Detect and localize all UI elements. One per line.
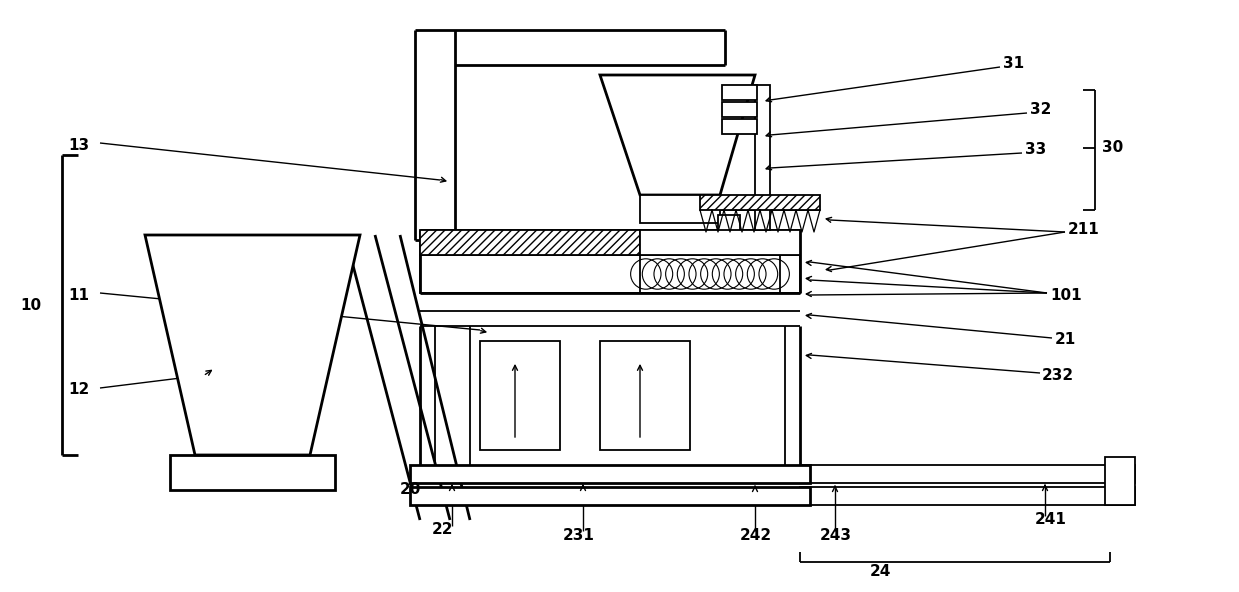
Bar [722, 119, 757, 134]
Text: 12: 12 [68, 382, 89, 397]
Bar [600, 341, 690, 450]
Bar [800, 465, 1135, 483]
Text: 33: 33 [1025, 143, 1046, 157]
Bar [420, 230, 641, 255]
Text: 231: 231 [563, 527, 595, 542]
Bar [722, 85, 757, 100]
Bar [722, 102, 757, 117]
Text: 22: 22 [432, 523, 453, 538]
Text: 101: 101 [1049, 288, 1082, 303]
Text: 31: 31 [1004, 56, 1025, 70]
Bar [800, 487, 1135, 505]
Text: 24: 24 [870, 565, 891, 580]
Bar [717, 215, 740, 233]
Bar [641, 230, 800, 255]
Text: 13: 13 [68, 137, 89, 153]
Text: 32: 32 [1030, 102, 1052, 117]
Bar [700, 195, 820, 210]
Bar [781, 255, 800, 293]
Text: 232: 232 [1042, 368, 1074, 382]
Bar [641, 195, 720, 223]
Bar [755, 85, 769, 230]
Bar [420, 255, 641, 293]
Text: 242: 242 [740, 527, 772, 542]
Bar [479, 341, 560, 450]
Polygon shape [145, 235, 361, 455]
Text: 10: 10 [20, 298, 41, 313]
Text: 11: 11 [68, 288, 89, 303]
Text: 20: 20 [400, 482, 421, 497]
Text: 30: 30 [1101, 140, 1124, 156]
Bar [170, 455, 335, 490]
Text: 243: 243 [820, 527, 852, 542]
Polygon shape [600, 75, 755, 195]
Bar [410, 465, 810, 483]
Text: 21: 21 [1054, 333, 1077, 348]
Bar [410, 487, 810, 505]
Text: 211: 211 [1068, 223, 1100, 237]
Text: 241: 241 [1035, 513, 1067, 527]
Bar [1105, 457, 1135, 505]
